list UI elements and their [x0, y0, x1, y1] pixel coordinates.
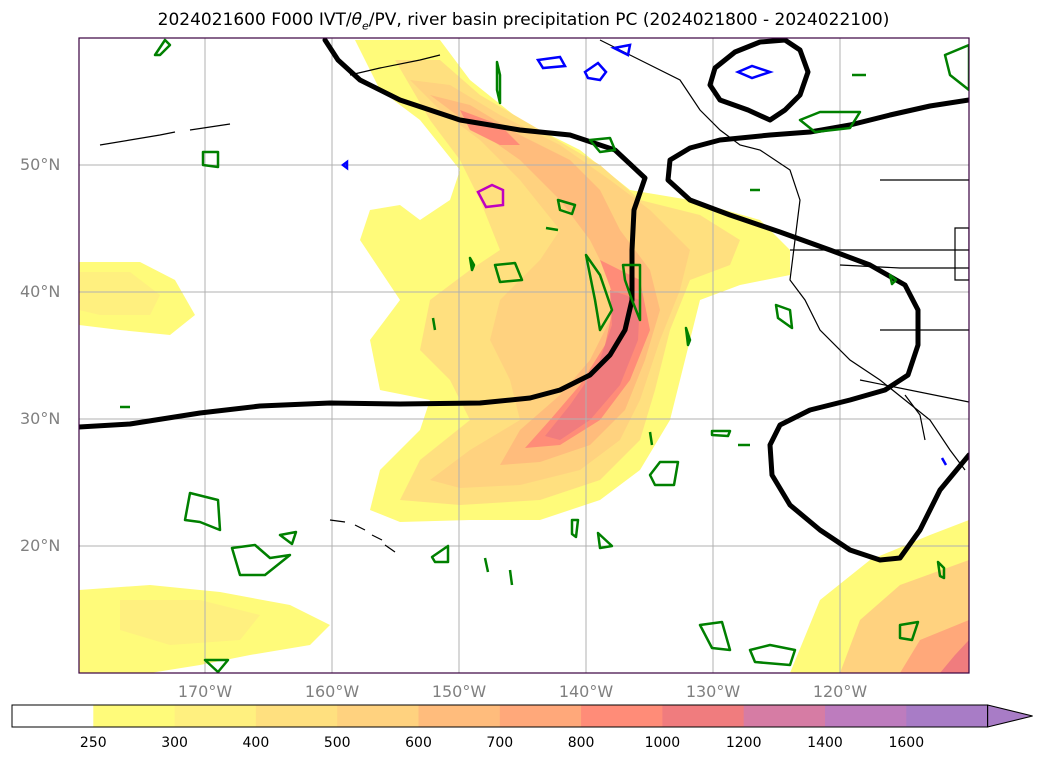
colorbar-tick-label: 1000 — [644, 735, 681, 751]
colorbar-tick-label: 1600 — [888, 735, 925, 751]
lon-label-120w: 120°W — [812, 682, 868, 701]
colorbar-tick-label: 500 — [323, 735, 351, 751]
lat-label-50: 50°N — [20, 155, 61, 174]
lat-label-40: 40°N — [20, 282, 61, 301]
lon-label-170w: 170°W — [177, 682, 233, 701]
colorbar-tick-label: 600 — [405, 735, 432, 751]
colorbar-swatch — [825, 705, 907, 727]
lon-label-140w: 140°W — [558, 682, 614, 701]
colorbar-swatch — [662, 705, 745, 727]
colorbar-swatch — [581, 705, 663, 727]
pv-magenta-contour — [476, 183, 505, 209]
colorbar-tick-label: 700 — [486, 735, 514, 751]
lon-label-160w: 160°W — [304, 682, 360, 701]
ivt-fill-1000 — [545, 290, 640, 440]
lon-label-150w: 150°W — [431, 682, 487, 701]
colorbar-tick-label: 1200 — [725, 735, 762, 751]
lat-label-30: 30°N — [20, 409, 61, 428]
colorbar-swatch — [743, 705, 826, 727]
colorbar-swatch — [255, 705, 338, 727]
lat-label-20: 20°N — [20, 536, 61, 555]
chart-title: 2024021600 F000 IVT/θe/PV, river basin p… — [157, 10, 890, 33]
lon-label-130w: 130°W — [685, 682, 741, 701]
map-frame — [78, 37, 970, 674]
ivt-contour — [79, 38, 969, 563]
colorbar-swatch — [93, 705, 176, 727]
colorbar — [11, 704, 1033, 728]
colorbar-swatch — [418, 705, 501, 727]
colorbar-extend-arrow — [987, 704, 1033, 728]
colorbar-swatch — [337, 705, 419, 727]
pv-blue-contours — [340, 43, 948, 466]
colorbar-tick-label: 300 — [161, 735, 188, 751]
colorbar-tick-label: 250 — [79, 735, 107, 751]
pv-green-contours — [120, 38, 969, 673]
colorbar-tick-label: 1400 — [807, 735, 843, 751]
colorbar-swatch — [174, 705, 257, 727]
colorbar-tick-label: 800 — [567, 735, 595, 751]
colorbar-swatch — [906, 705, 989, 727]
colorbar-swatch — [12, 705, 94, 727]
graticule — [79, 38, 969, 673]
colorbar-tick-label: 400 — [242, 735, 270, 751]
colorbar-frame — [11, 704, 989, 728]
colorbar-swatch — [499, 705, 582, 727]
